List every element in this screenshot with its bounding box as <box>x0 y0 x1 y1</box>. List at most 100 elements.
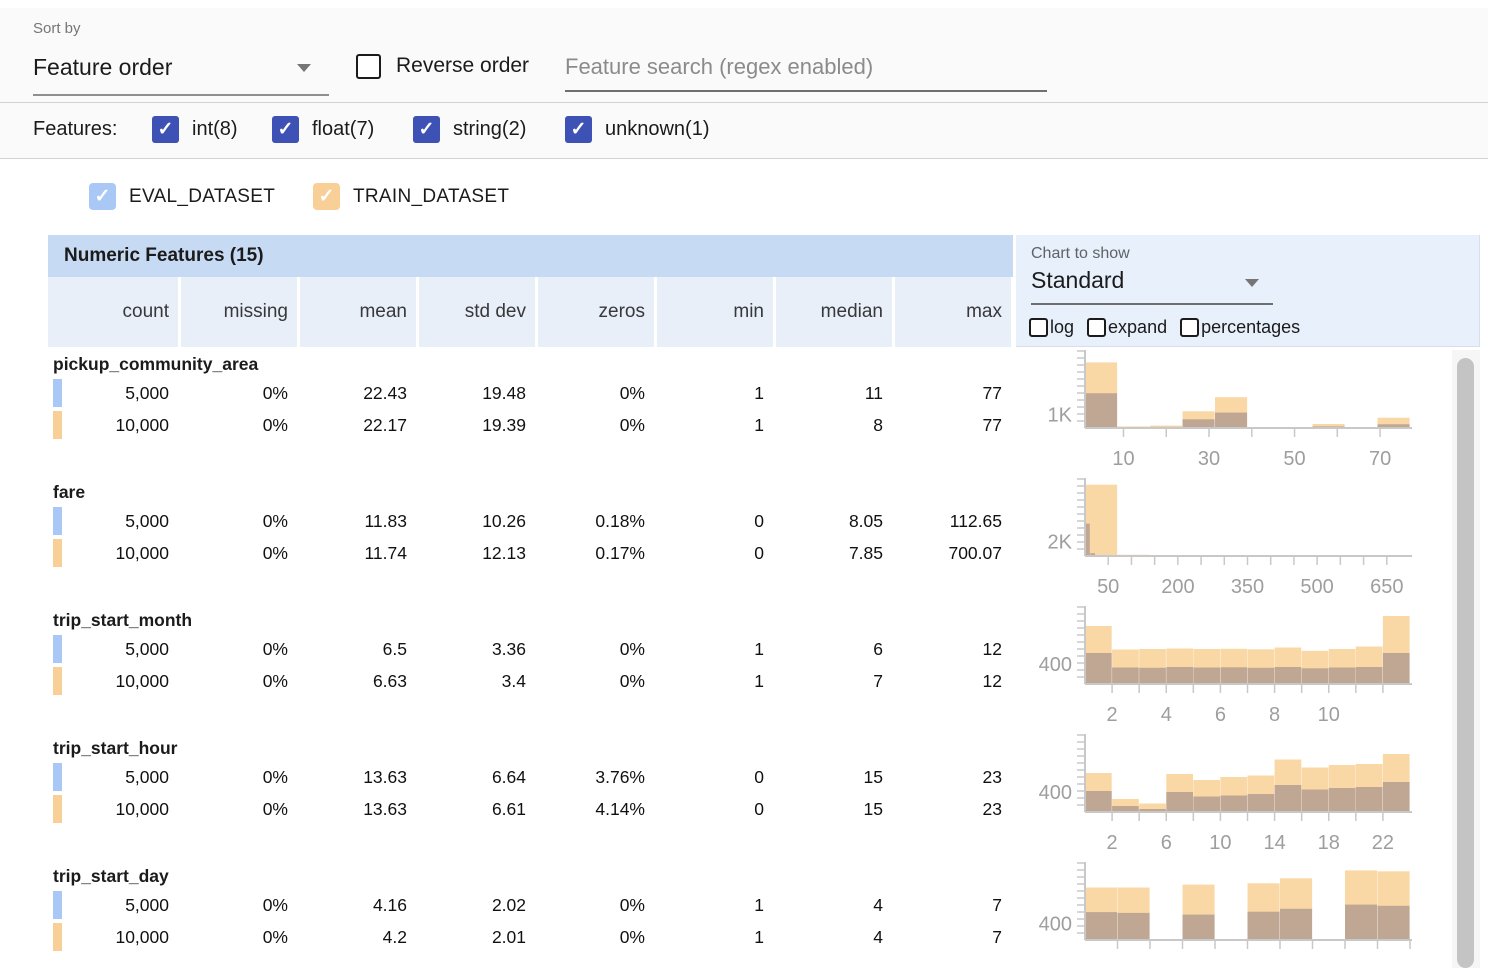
log-checkbox[interactable] <box>1029 318 1048 337</box>
filter-item-float[interactable]: float(7) <box>272 116 374 143</box>
column-header-zeros: zeros <box>538 277 654 347</box>
scrollbar-thumb[interactable] <box>1457 358 1474 968</box>
string-label: string(2) <box>453 118 526 141</box>
stat-cell: 6 <box>776 633 892 665</box>
stat-cell: 1 <box>657 633 773 665</box>
int-checkbox[interactable] <box>152 116 179 143</box>
expand-option[interactable]: expand <box>1087 317 1167 338</box>
string-checkbox[interactable] <box>413 116 440 143</box>
chart-block-trip_start_month: 246810400 <box>1013 603 1488 731</box>
svg-text:650: 650 <box>1370 576 1403 598</box>
features-list: pickup_community_area5,0000%22.4319.480%… <box>48 347 1013 968</box>
stat-cell: 0.17% <box>538 537 654 569</box>
sort-by-select[interactable]: Feature order <box>33 50 329 96</box>
feature-name: pickup_community_area <box>53 352 1013 377</box>
stat-cell: 13.63 <box>300 793 416 825</box>
column-header-median: median <box>776 277 892 347</box>
feature-search-input[interactable] <box>565 44 1047 92</box>
chart-block-trip_start_day: 400 <box>1013 859 1488 968</box>
select-underline <box>1031 303 1273 305</box>
filter-item-int[interactable]: int(8) <box>152 116 238 143</box>
histogram-trip_start_month: 246810400 <box>1025 603 1415 731</box>
eval-dataset-checkbox[interactable] <box>89 183 116 210</box>
vertical-scrollbar <box>1452 350 1480 968</box>
top-gap <box>0 0 1488 8</box>
float-label: float(7) <box>312 118 374 141</box>
sort-by-value: Feature order <box>33 50 329 84</box>
stat-cell: 12 <box>895 633 1011 665</box>
svg-text:2: 2 <box>1107 704 1118 726</box>
percentages-option[interactable]: percentages <box>1180 317 1300 338</box>
top-toolbar: Sort by Feature order Reverse order <box>0 8 1488 103</box>
stat-cell: 8.05 <box>776 505 892 537</box>
percentages-checkbox[interactable] <box>1180 318 1199 337</box>
svg-text:22: 22 <box>1372 832 1394 854</box>
stat-cell: 4.2 <box>300 921 416 953</box>
select-underline <box>33 94 329 96</box>
stat-cell: 0% <box>538 633 654 665</box>
column-header-missing: missing <box>181 277 297 347</box>
stat-cell: 0% <box>538 409 654 441</box>
svg-text:400: 400 <box>1039 654 1072 676</box>
stat-cell: 0% <box>181 633 297 665</box>
stat-row-eval: 5,0000%22.4319.480%11177 <box>48 377 1013 409</box>
stat-cell: 4.16 <box>300 889 416 921</box>
unknown-label: unknown(1) <box>605 118 710 141</box>
stat-cell: 10,000 <box>48 665 178 697</box>
stat-cell: 77 <box>895 409 1011 441</box>
stat-cell: 11 <box>776 377 892 409</box>
expand-checkbox[interactable] <box>1087 318 1106 337</box>
svg-text:70: 70 <box>1369 448 1391 470</box>
chart-type-value: Standard <box>1031 267 1273 294</box>
chart-type-select[interactable]: Standard <box>1031 267 1273 303</box>
stat-cell: 7 <box>776 665 892 697</box>
reverse-order-checkbox[interactable] <box>356 54 381 79</box>
feature-block-trip_start_day: trip_start_day5,0000%4.162.020%14710,000… <box>48 859 1013 968</box>
stat-cell: 3.36 <box>419 633 535 665</box>
svg-text:400: 400 <box>1039 913 1072 935</box>
legend-item-eval[interactable]: EVAL_DATASET <box>89 183 275 210</box>
column-header-min: min <box>657 277 773 347</box>
stat-cell: 2.02 <box>419 889 535 921</box>
filter-item-string[interactable]: string(2) <box>413 116 526 143</box>
legend-item-train[interactable]: TRAIN_DATASET <box>313 183 509 210</box>
stat-cell: 700.07 <box>895 537 1011 569</box>
stat-cell: 77 <box>895 377 1011 409</box>
stat-cell: 8 <box>776 409 892 441</box>
stat-cell: 4 <box>776 889 892 921</box>
stat-cell: 1 <box>657 921 773 953</box>
stat-cell: 6.61 <box>419 793 535 825</box>
histogram-trip_start_day: 400 <box>1025 859 1415 968</box>
stat-cell: 0% <box>181 793 297 825</box>
stat-cell: 0% <box>538 377 654 409</box>
chart-block-fare: 502003505006502K <box>1013 475 1488 603</box>
stat-cell: 10,000 <box>48 409 178 441</box>
svg-text:10: 10 <box>1112 448 1134 470</box>
stat-cell: 11.74 <box>300 537 416 569</box>
log-option[interactable]: log <box>1029 317 1074 338</box>
column-header-mean: mean <box>300 277 416 347</box>
filter-item-unknown[interactable]: unknown(1) <box>565 116 710 143</box>
svg-text:6: 6 <box>1161 832 1172 854</box>
unknown-checkbox[interactable] <box>565 116 592 143</box>
charts-list: 103050701K502003505006502K24681040026101… <box>1013 347 1488 968</box>
table-title: Numeric Features (15) <box>48 235 1013 277</box>
stat-cell: 5,000 <box>48 889 178 921</box>
stat-cell: 19.48 <box>419 377 535 409</box>
stat-cell: 6.63 <box>300 665 416 697</box>
stat-cell: 10,000 <box>48 921 178 953</box>
chevron-down-icon <box>297 64 311 72</box>
chevron-down-icon <box>1245 279 1259 287</box>
stat-row-eval: 5,0000%13.636.643.76%01523 <box>48 761 1013 793</box>
feature-name: trip_start_hour <box>53 736 1013 761</box>
float-checkbox[interactable] <box>272 116 299 143</box>
svg-text:10: 10 <box>1318 704 1340 726</box>
column-header-max: max <box>895 277 1011 347</box>
features-label: Features: <box>33 118 117 141</box>
stat-cell: 0 <box>657 537 773 569</box>
stat-cell: 0% <box>181 409 297 441</box>
train-dataset-checkbox[interactable] <box>313 183 340 210</box>
svg-text:4: 4 <box>1161 704 1172 726</box>
stat-cell: 0% <box>538 889 654 921</box>
svg-text:8: 8 <box>1269 704 1280 726</box>
